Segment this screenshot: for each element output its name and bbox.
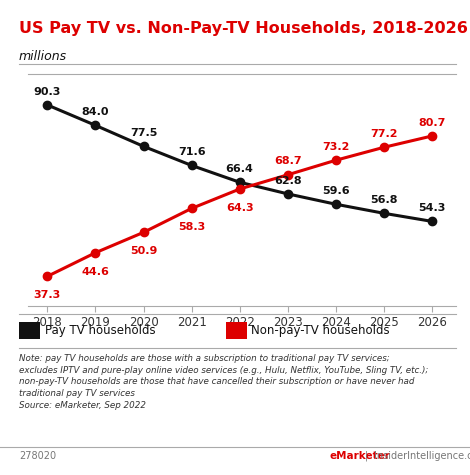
Text: Pay TV households: Pay TV households: [45, 323, 155, 337]
Text: US Pay TV vs. Non-Pay-TV Households, 2018-2026: US Pay TV vs. Non-Pay-TV Households, 201…: [19, 21, 468, 37]
Text: 44.6: 44.6: [81, 266, 110, 276]
Text: eMarketer: eMarketer: [329, 451, 390, 461]
Text: 56.8: 56.8: [370, 195, 398, 205]
Text: |: |: [364, 451, 368, 461]
Text: Note: pay TV households are those with a subscription to traditional pay TV serv: Note: pay TV households are those with a…: [19, 354, 428, 410]
Text: 71.6: 71.6: [178, 147, 205, 157]
Text: 54.3: 54.3: [418, 203, 446, 213]
Text: millions: millions: [19, 50, 67, 63]
Text: 68.7: 68.7: [274, 156, 302, 166]
Text: 77.5: 77.5: [130, 128, 157, 138]
Text: 50.9: 50.9: [130, 246, 157, 256]
Text: 62.8: 62.8: [274, 176, 302, 186]
Text: 64.3: 64.3: [226, 203, 253, 213]
Text: 90.3: 90.3: [34, 86, 61, 96]
Text: 278020: 278020: [19, 451, 56, 461]
Text: 73.2: 73.2: [322, 142, 350, 152]
Text: 84.0: 84.0: [82, 107, 109, 117]
Text: Non-pay-TV households: Non-pay-TV households: [251, 323, 390, 337]
Text: 66.4: 66.4: [226, 164, 254, 174]
Text: InsiderIntelligence.com: InsiderIntelligence.com: [374, 451, 470, 461]
Text: 77.2: 77.2: [370, 129, 398, 139]
Text: 80.7: 80.7: [418, 118, 446, 128]
Text: 58.3: 58.3: [178, 222, 205, 232]
Text: 59.6: 59.6: [322, 186, 350, 196]
Text: 37.3: 37.3: [34, 290, 61, 300]
